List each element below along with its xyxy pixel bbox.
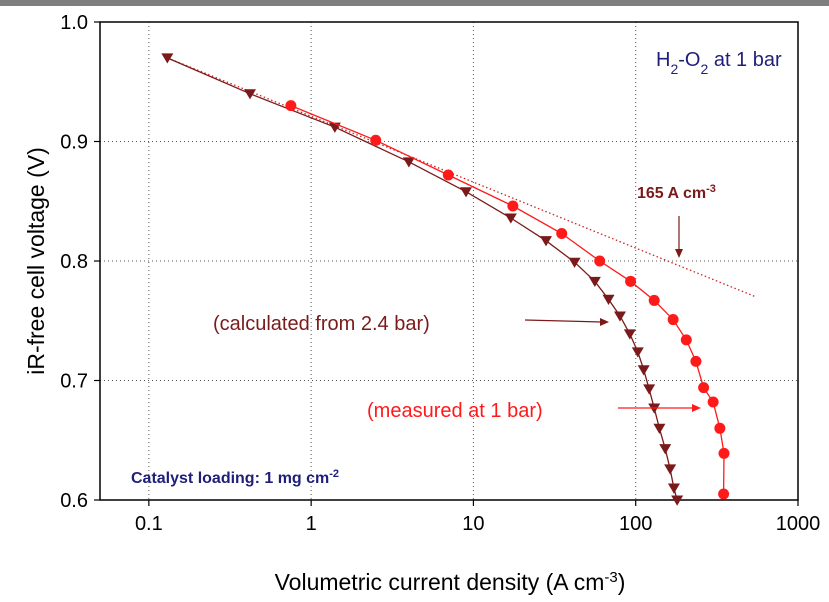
tafel-point-arrow: [675, 216, 683, 258]
grid: [100, 22, 798, 500]
y-tick-label: 0.6: [60, 490, 88, 512]
x-tick-label: 1000: [776, 513, 821, 535]
tafel-dotted-line: [167, 57, 757, 298]
axis-ticks: 0.1 1 10 100 1000 0.6 0.7 0.8 0.9 1.0: [60, 12, 820, 535]
data-point: [556, 228, 568, 240]
y-axis-label: iR-free cell voltage (V): [23, 147, 49, 375]
data-point: [671, 495, 684, 506]
data-point: [667, 483, 680, 494]
x-tick-label: 0.1: [135, 513, 163, 535]
data-point: [648, 294, 660, 306]
y-tick-label: 0.8: [60, 251, 88, 273]
data-point: [285, 100, 297, 112]
measured-series-arrow: [618, 404, 701, 412]
gas-condition-label: H2-O2 at 1 bar: [656, 49, 782, 77]
data-point: [243, 89, 256, 100]
y-tick-label: 0.7: [60, 371, 88, 393]
data-point: [625, 275, 637, 287]
data-point: [707, 396, 719, 408]
y-tick-label: 1.0: [60, 12, 88, 34]
data-point: [718, 447, 730, 459]
data-point: [623, 329, 636, 340]
data-point: [602, 294, 615, 305]
data-point: [643, 384, 656, 395]
data-point: [594, 255, 606, 267]
data-point: [631, 347, 644, 358]
data-point: [442, 169, 454, 181]
tafel-line: [167, 57, 757, 298]
data-point: [370, 134, 382, 146]
data-point: [667, 314, 679, 326]
series-layer: [161, 53, 730, 506]
data-point: [664, 464, 677, 475]
data-point: [718, 488, 730, 500]
data-point: [690, 355, 702, 367]
data-point: [507, 200, 519, 212]
y-tick-label: 0.9: [60, 132, 88, 154]
tafel-point-label: 165 A cm-3: [637, 183, 716, 202]
calculated-series-arrow: [524, 318, 609, 326]
data-point: [637, 365, 650, 376]
series-calculated: [161, 53, 684, 506]
x-axis-label: Volumetric current density (A cm-3): [275, 569, 626, 596]
data-point: [402, 157, 415, 168]
data-point: [504, 213, 517, 224]
series-measured: [285, 100, 730, 500]
data-point: [698, 382, 710, 394]
data-point: [588, 276, 601, 288]
calculated-series-label: (calculated from 2.4 bar): [213, 313, 430, 335]
data-point: [680, 334, 692, 346]
data-point: [539, 236, 552, 247]
data-point: [460, 187, 473, 198]
x-tick-label: 1: [306, 513, 317, 535]
top-border-bar: [0, 0, 829, 6]
data-point: [659, 444, 672, 455]
data-point: [714, 422, 726, 434]
measured-series-label: (measured at 1 bar): [367, 400, 543, 422]
data-point: [568, 257, 581, 268]
data-point: [613, 311, 626, 322]
series-line: [290, 104, 725, 495]
catalyst-loading-label: Catalyst loading: 1 mg cm-2: [131, 468, 339, 487]
x-tick-label: 10: [462, 513, 484, 535]
data-point: [161, 53, 174, 64]
series-line: [167, 57, 678, 501]
x-tick-label: 100: [619, 513, 652, 535]
data-point: [653, 423, 666, 434]
